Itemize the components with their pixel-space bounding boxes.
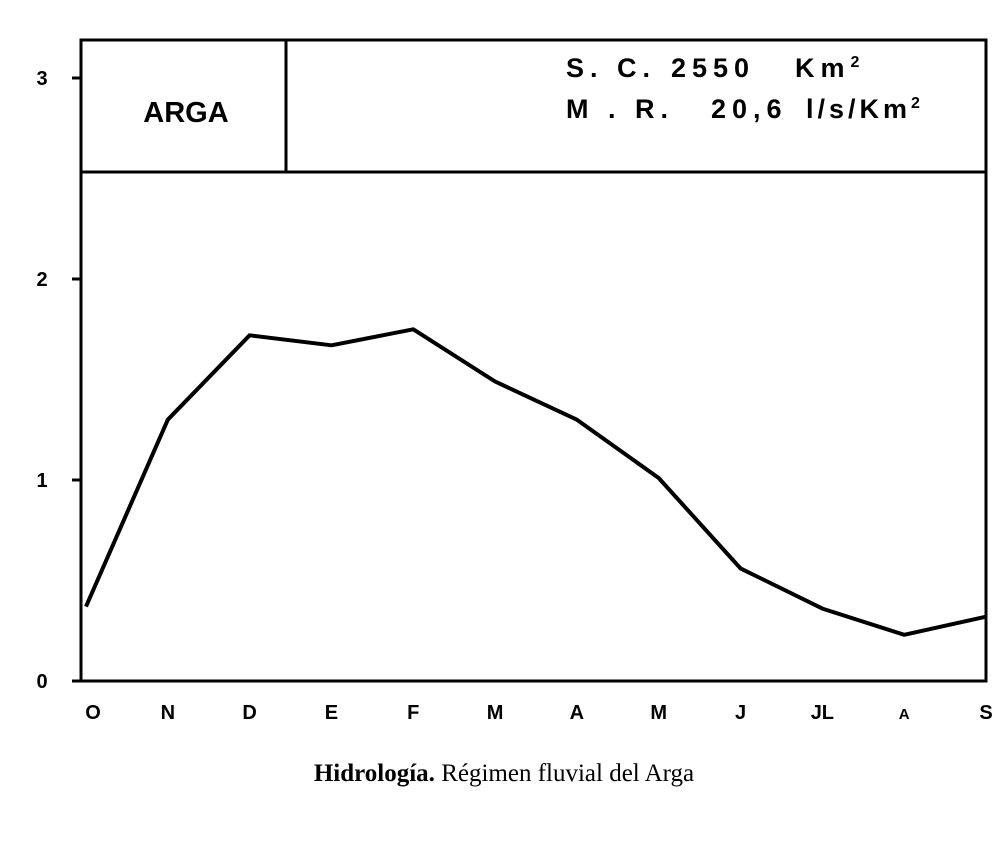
series-line xyxy=(84,327,987,637)
mr-unit-exponent: 2 xyxy=(911,95,924,112)
mr-unit: l/s/Km2 xyxy=(806,94,924,124)
caption-bold: Hidrología. xyxy=(313,760,435,787)
mr-label: M . R. xyxy=(566,94,674,124)
figure-caption: Hidrología. Régimen fluvial del Arga xyxy=(0,760,1008,788)
plot-frame xyxy=(79,38,988,683)
sc-unit-exponent: 2 xyxy=(851,54,866,71)
sc-label: S. C. xyxy=(566,53,656,83)
x-tick-label: M xyxy=(487,702,504,724)
x-tick-label: A xyxy=(899,706,910,723)
sc-unit-base: Km xyxy=(795,53,851,83)
sc-value: 2550 xyxy=(671,53,755,83)
caption-text: Régimen fluvial del Arga xyxy=(434,760,695,787)
x-tick-label: D xyxy=(242,702,256,724)
y-tick-label: 2 xyxy=(36,269,47,291)
x-tick-label: JL xyxy=(811,702,834,724)
y-tick-label: 3 xyxy=(36,68,47,90)
x-tick-label: A xyxy=(570,702,584,724)
mr-value: 20,6 xyxy=(711,94,788,124)
x-tick-label: O xyxy=(85,702,101,724)
y-tick-label: 0 xyxy=(36,671,47,693)
mr-unit-base: l/s/Km xyxy=(806,94,911,124)
x-tick-label: N xyxy=(161,702,175,724)
x-tick-label: M xyxy=(650,702,667,724)
x-tick-label: S xyxy=(979,702,992,724)
y-tick-label: 1 xyxy=(36,470,47,492)
sc-unit: Km2 xyxy=(795,53,865,83)
x-tick-label: J xyxy=(735,702,746,724)
x-tick-label: F xyxy=(407,702,419,724)
x-tick-label: E xyxy=(325,702,338,724)
river-name-label: ARGA xyxy=(143,97,228,129)
